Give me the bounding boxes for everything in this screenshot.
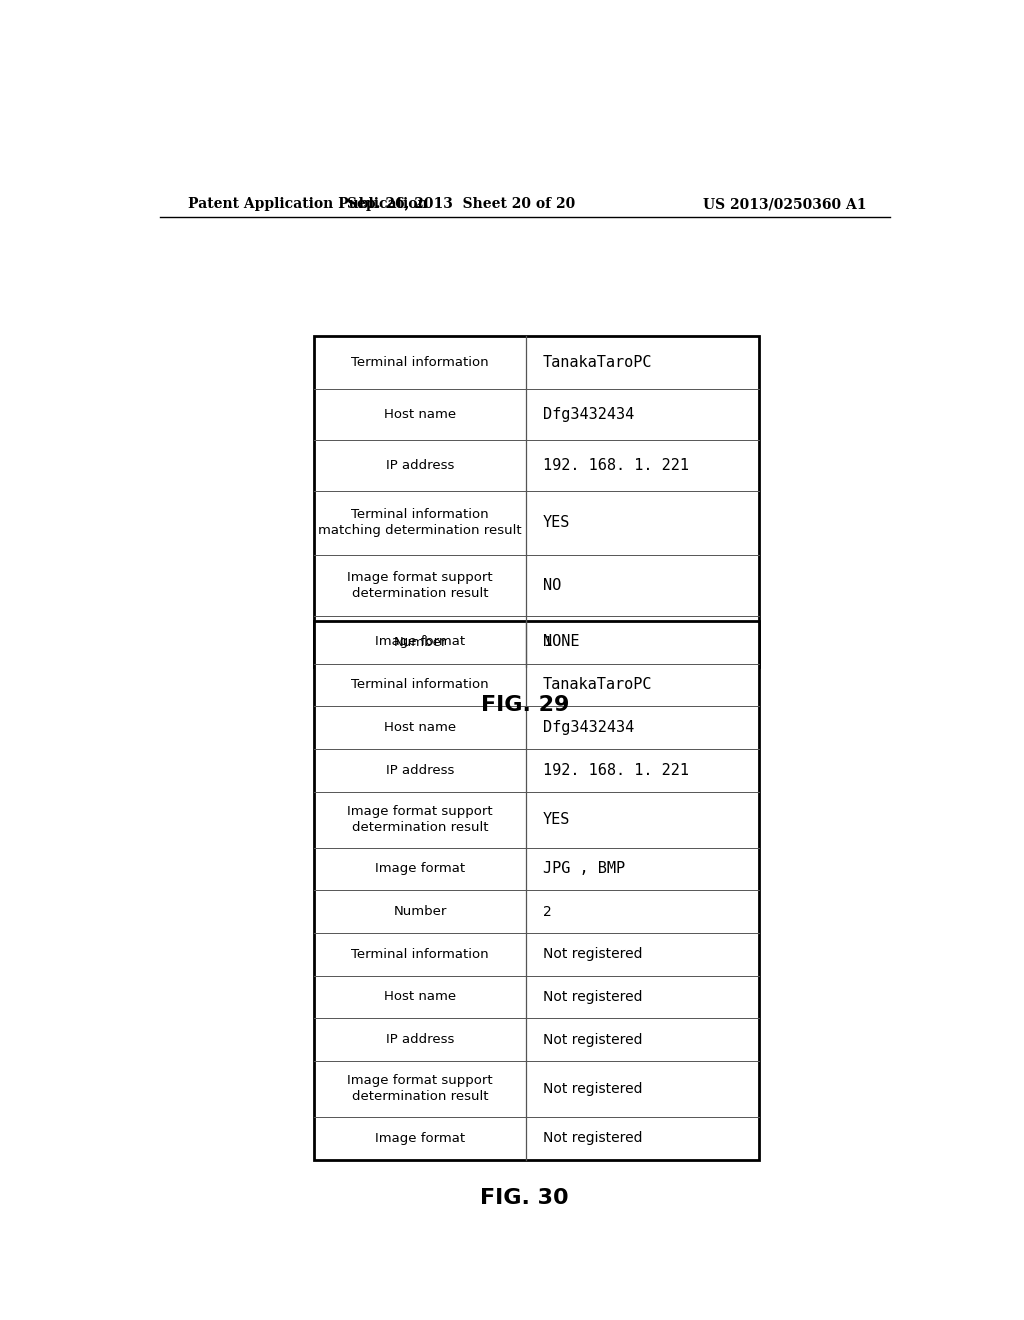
Text: Image format: Image format — [375, 635, 465, 648]
Text: TanakaTaroPC: TanakaTaroPC — [543, 677, 652, 693]
Bar — [314, 337, 759, 667]
Text: Not registered: Not registered — [543, 1131, 642, 1146]
Text: Terminal information: Terminal information — [351, 356, 488, 370]
Text: IP address: IP address — [386, 459, 455, 471]
Text: Terminal information
matching determination result: Terminal information matching determinat… — [318, 508, 522, 537]
Text: 2: 2 — [543, 904, 552, 919]
Text: 1: 1 — [543, 635, 552, 649]
Text: Image format: Image format — [375, 1131, 465, 1144]
Text: Image format support
determination result: Image format support determination resul… — [347, 1074, 493, 1104]
Text: Number: Number — [393, 636, 446, 648]
Text: Host name: Host name — [384, 990, 456, 1003]
Text: FIG. 30: FIG. 30 — [480, 1188, 569, 1208]
Text: NO: NO — [543, 578, 561, 593]
Text: Not registered: Not registered — [543, 948, 642, 961]
Text: Image format support
determination result: Image format support determination resul… — [347, 570, 493, 599]
Text: Image format: Image format — [375, 862, 465, 875]
Text: Not registered: Not registered — [543, 1032, 642, 1047]
Text: 192. 168. 1. 221: 192. 168. 1. 221 — [543, 458, 689, 473]
Text: IP address: IP address — [386, 764, 455, 776]
Text: Number: Number — [393, 906, 446, 917]
Text: TanakaTaroPC: TanakaTaroPC — [543, 355, 652, 370]
Bar — [314, 620, 759, 1159]
Text: US 2013/0250360 A1: US 2013/0250360 A1 — [702, 197, 866, 211]
Text: Not registered: Not registered — [543, 990, 642, 1005]
Text: Image format support
determination result: Image format support determination resul… — [347, 805, 493, 834]
Text: Patent Application Publication: Patent Application Publication — [187, 197, 427, 211]
Text: Terminal information: Terminal information — [351, 678, 488, 692]
Text: Sep. 26, 2013  Sheet 20 of 20: Sep. 26, 2013 Sheet 20 of 20 — [347, 197, 575, 211]
Text: JPG , BMP: JPG , BMP — [543, 862, 626, 876]
Text: Host name: Host name — [384, 408, 456, 421]
Text: Dfg3432434: Dfg3432434 — [543, 407, 634, 422]
Text: Terminal information: Terminal information — [351, 948, 488, 961]
Text: 192. 168. 1. 221: 192. 168. 1. 221 — [543, 763, 689, 777]
Text: IP address: IP address — [386, 1034, 455, 1047]
Text: Host name: Host name — [384, 721, 456, 734]
Text: FIG. 29: FIG. 29 — [480, 696, 569, 715]
Text: Dfg3432434: Dfg3432434 — [543, 721, 634, 735]
Text: Not registered: Not registered — [543, 1082, 642, 1096]
Text: NONE: NONE — [543, 634, 580, 648]
Text: YES: YES — [543, 812, 570, 828]
Text: YES: YES — [543, 515, 570, 531]
